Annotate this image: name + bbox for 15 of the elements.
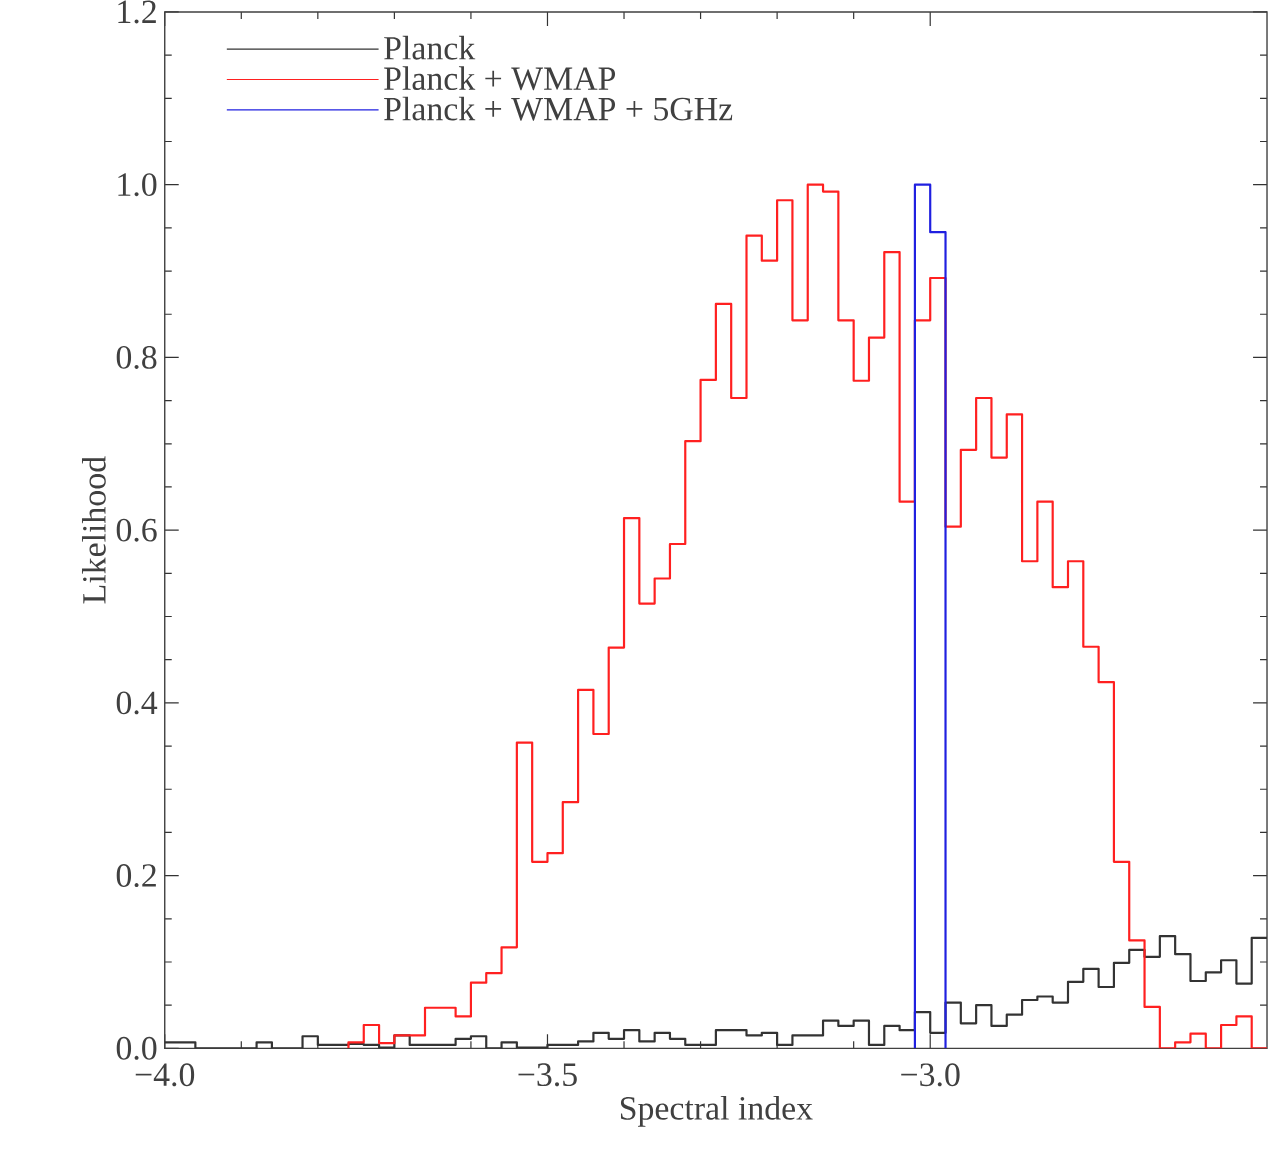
legend-label: Planck + WMAP + 5GHz: [384, 96, 733, 121]
y-tick-label: 0.8: [116, 345, 157, 369]
legend-label: Planck: [384, 35, 476, 60]
y-tick-label: 0.4: [116, 691, 158, 715]
x-tick-label: −3.0: [901, 1063, 960, 1087]
y-axis-title: Likelihood: [81, 456, 106, 604]
x-axis-title: Spectral index: [620, 1095, 813, 1127]
y-tick-label: 0.2: [116, 864, 156, 888]
legend-label: Planck + WMAP: [384, 66, 616, 91]
y-tick-label: 0.6: [116, 518, 157, 542]
y-tick-label: 1.0: [118, 173, 157, 197]
y-tick-label: 0.0: [116, 1036, 157, 1060]
x-tick-label: −4.0: [135, 1063, 195, 1087]
y-tick-label: 1.2: [118, 0, 156, 24]
x-tick-label: −3.5: [518, 1063, 577, 1087]
